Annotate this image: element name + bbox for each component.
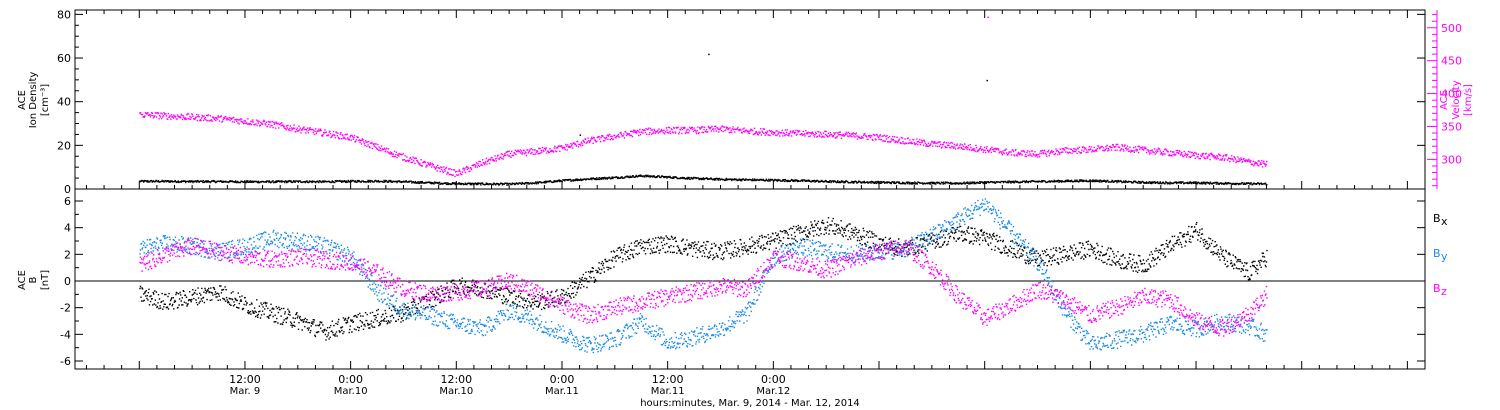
- density-axis-label-line2: Ion Density: [28, 72, 39, 129]
- b-axis-label-line1: ACE: [17, 270, 28, 290]
- x-tick-date: Mar.12: [756, 386, 790, 397]
- velocity-tick-label: 300: [1441, 153, 1462, 166]
- series-velocity: [139, 111, 1268, 178]
- top-panel-frame: [74, 9, 1426, 190]
- isolated-point-1: [986, 79, 988, 82]
- density-tick-label: 0: [64, 183, 71, 196]
- velocity-axis-label-line3: [km/s]: [1463, 84, 1474, 116]
- x-tick-date: Mar. 9: [230, 386, 261, 397]
- b-tick-label: -6: [60, 355, 71, 368]
- x-tick-time: 0:00: [338, 373, 363, 386]
- velocity-tick-label: 350: [1441, 120, 1462, 133]
- density-tick-label: 40: [57, 96, 71, 109]
- b-tick-label: 2: [64, 248, 71, 261]
- x-tick-date: Mar.10: [439, 386, 473, 397]
- density-tick-label: 80: [57, 8, 71, 21]
- b-tick-label: -4: [60, 328, 71, 341]
- b-tick-label: 6: [64, 195, 71, 208]
- b-field-axis: -6 -4 -2 0 2 4 6: [60, 195, 1425, 368]
- legend-sub-x: x: [1441, 215, 1448, 228]
- velocity-axis-label-line1: ACE: [1439, 90, 1450, 110]
- x-tick-time: 12:00: [229, 373, 261, 386]
- series-Bx: [139, 217, 1268, 341]
- x-tick-date: Mar.11: [651, 386, 685, 397]
- density-axis-label-line1: ACE: [17, 90, 28, 110]
- density-tick-label: 20: [57, 139, 71, 152]
- legend-By: B: [1433, 247, 1441, 260]
- series-Bz: [139, 237, 1268, 337]
- x-tick-time: 0:00: [550, 373, 575, 386]
- b-tick-label: 0: [64, 275, 71, 288]
- top-panel-marks: [139, 16, 1268, 186]
- b-tick-label: -2: [60, 302, 71, 315]
- x-tick-time: 0:00: [761, 373, 786, 386]
- velocity-axis: 300 350 400 450 500: [1427, 10, 1462, 189]
- legend-Bz: B: [1433, 282, 1441, 295]
- isolated-point-3: [987, 16, 989, 19]
- time-axis-title: hours:minutes, Mar. 9, 2014 - Mar. 12, 2…: [640, 398, 860, 409]
- density-axis: 0 20 40 60 80: [57, 8, 1425, 196]
- density-axis-label-line3: [cm⁻³]: [40, 84, 51, 116]
- x-tick-time: 12:00: [440, 373, 472, 386]
- isolated-point-0: [708, 53, 710, 56]
- b-axis-label-line2: B: [28, 276, 39, 283]
- x-tick-time: 12:00: [652, 373, 684, 386]
- bottom-panel-marks: [139, 198, 1268, 354]
- series-density: [139, 174, 1268, 186]
- legend-sub-y: y: [1441, 250, 1448, 263]
- x-tick-date: Mar.11: [545, 386, 579, 397]
- b-tick-label: 4: [64, 222, 71, 235]
- b-axis-label-line3: [nT]: [40, 270, 51, 290]
- top-panel: 0 20 40 60 80 300 350 400 450 500 ACE Ion Densit…: [17, 8, 1474, 196]
- velocity-tick-label: 500: [1441, 22, 1462, 35]
- isolated-point-2: [579, 134, 582, 136]
- density-tick-label: 60: [57, 52, 71, 65]
- bottom-panel-frame: [74, 188, 1426, 370]
- velocity-tick-label: 400: [1441, 88, 1462, 101]
- x-tick-date: Mar.10: [334, 386, 368, 397]
- legend-sub-z: z: [1441, 285, 1447, 298]
- velocity-tick-label: 450: [1441, 55, 1462, 68]
- velocity-axis-label-line2: Velocity: [1451, 80, 1462, 119]
- legend-Bx: B: [1433, 212, 1441, 225]
